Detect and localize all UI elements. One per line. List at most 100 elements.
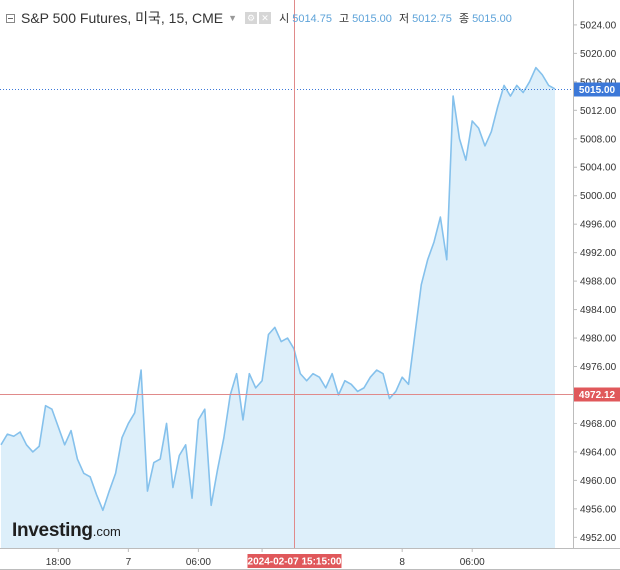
chart-header: S&P 500 Futures, 미국, 15, CME ▼ ⚙ ✕ 시 5014… — [6, 8, 516, 28]
y-tick-label: 5020.00 — [580, 49, 617, 60]
data-point — [204, 408, 206, 410]
data-point — [496, 106, 498, 108]
data-point — [216, 469, 218, 471]
high-label: 고 — [339, 13, 350, 25]
data-point — [541, 74, 543, 76]
data-point — [57, 426, 59, 428]
data-point — [210, 504, 212, 506]
data-point — [102, 509, 104, 511]
y-tick-label: 4984.00 — [580, 305, 617, 316]
data-point — [153, 461, 155, 463]
data-point — [516, 84, 518, 86]
chevron-down-icon[interactable]: ▼ — [228, 13, 238, 23]
y-tick-label: 4992.00 — [580, 248, 617, 259]
data-point — [95, 493, 97, 495]
data-point — [433, 241, 435, 243]
last-price-badge — [574, 82, 620, 97]
data-point — [280, 340, 282, 342]
high-value: 5015.00 — [352, 13, 392, 25]
data-point — [344, 380, 346, 382]
data-point — [25, 444, 27, 446]
data-point — [178, 454, 180, 456]
x-tick-label: 7 — [126, 557, 132, 568]
instrument-title[interactable]: S&P 500 Futures, 미국, 15, CME — [21, 10, 224, 26]
data-point — [76, 458, 78, 460]
close-label: 종 — [458, 13, 470, 25]
data-point — [376, 369, 378, 371]
y-tick-label: 5008.00 — [580, 134, 617, 145]
data-point — [458, 138, 460, 140]
data-point — [108, 490, 110, 492]
data-point — [38, 445, 40, 447]
y-tick-label: 4952.00 — [580, 533, 617, 544]
y-tick-label: 4996.00 — [580, 220, 617, 231]
data-point — [388, 397, 390, 399]
last-price-label: 5015.00 — [579, 85, 616, 96]
data-point — [242, 419, 244, 421]
x-tick-label: 8 — [399, 557, 405, 568]
data-point — [127, 422, 129, 424]
close-icon[interactable]: ✕ — [259, 12, 272, 24]
data-point — [407, 383, 409, 385]
data-point — [401, 376, 403, 378]
y-tick-label: 4980.00 — [580, 334, 617, 345]
crosshair-price-badge — [574, 387, 620, 402]
data-point — [547, 84, 549, 86]
watermark-brand: Investing — [12, 520, 93, 541]
data-point — [255, 387, 257, 389]
data-point — [223, 436, 225, 438]
data-point — [70, 429, 72, 431]
x-tick-label: 06:00 — [186, 557, 211, 568]
data-point — [350, 383, 352, 385]
data-point — [165, 422, 167, 424]
data-point — [503, 84, 505, 86]
data-point — [509, 95, 511, 97]
collapse-icon[interactable] — [6, 13, 15, 23]
y-tick-label: 4976.00 — [580, 362, 617, 373]
y-tick-label: 4956.00 — [580, 504, 617, 515]
y-tick-label: 4964.00 — [580, 447, 617, 458]
settings-icon[interactable]: ⚙ — [245, 12, 258, 24]
data-point — [235, 372, 237, 374]
data-point — [382, 372, 384, 374]
data-point — [83, 472, 85, 474]
x-tick-label: 06:00 — [460, 557, 485, 568]
y-tick-label: 5012.00 — [580, 106, 617, 117]
data-point — [197, 419, 199, 421]
data-point — [159, 458, 161, 460]
data-point — [51, 408, 53, 410]
data-point — [13, 435, 15, 437]
data-point — [44, 404, 46, 406]
data-point — [19, 431, 21, 433]
data-point — [305, 380, 307, 382]
data-point — [528, 81, 530, 83]
close-value: 5015.00 — [472, 13, 512, 25]
data-point — [477, 127, 479, 129]
data-point — [89, 476, 91, 478]
data-point — [325, 387, 327, 389]
data-point — [420, 283, 422, 285]
data-point — [114, 472, 116, 474]
y-tick-label: 5024.00 — [580, 20, 617, 31]
data-point — [184, 444, 186, 446]
watermark-suffix: .com — [92, 524, 121, 539]
y-tick-label: 4960.00 — [580, 476, 617, 487]
data-point — [312, 372, 314, 374]
y-tick-label: 4988.00 — [580, 277, 617, 288]
data-point — [484, 145, 486, 147]
low-label: 저 — [398, 13, 410, 25]
data-point — [446, 259, 448, 261]
data-point — [426, 259, 428, 261]
data-point — [452, 95, 454, 97]
data-point — [274, 326, 276, 328]
series-line — [0, 66, 556, 512]
data-point — [465, 159, 467, 161]
data-point — [363, 387, 365, 389]
series-area — [1, 67, 555, 549]
data-point — [318, 376, 320, 378]
open-value: 5014.75 — [292, 13, 332, 25]
crosshair-time-badge — [247, 554, 342, 568]
data-point — [191, 497, 193, 499]
data-point — [522, 91, 524, 93]
